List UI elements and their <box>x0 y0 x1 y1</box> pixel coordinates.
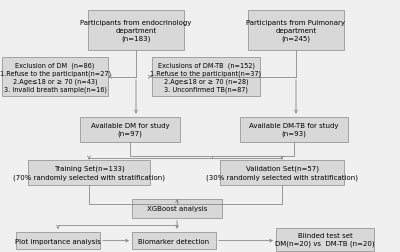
Text: XGBoost analysis: XGBoost analysis <box>147 206 207 211</box>
Text: Biomarker detection: Biomarker detection <box>138 238 210 244</box>
Text: Blinded test set
DM(n=20) vs  DM-TB (n=20): Blinded test set DM(n=20) vs DM-TB (n=20… <box>275 232 375 246</box>
Text: Participants from endocrinology
department
(n=183): Participants from endocrinology departme… <box>80 20 192 42</box>
Text: Exclusion of DM  (n=86)
1.Refuse to the participant(n=27)
2.Age≤18 or ≥ 70 (n=43: Exclusion of DM (n=86) 1.Refuse to the p… <box>0 62 110 93</box>
FancyBboxPatch shape <box>240 117 348 142</box>
FancyBboxPatch shape <box>152 58 260 97</box>
FancyBboxPatch shape <box>2 58 108 97</box>
FancyBboxPatch shape <box>248 11 344 50</box>
FancyBboxPatch shape <box>88 11 184 50</box>
FancyBboxPatch shape <box>80 117 180 142</box>
Text: Plot importance analysis: Plot importance analysis <box>15 238 101 244</box>
Text: Participants from Pulmonary
department
(n=245): Participants from Pulmonary department (… <box>246 20 346 42</box>
Text: Available DM for study
(n=97): Available DM for study (n=97) <box>91 123 169 137</box>
FancyBboxPatch shape <box>220 160 344 185</box>
FancyBboxPatch shape <box>28 160 150 185</box>
FancyBboxPatch shape <box>132 199 222 218</box>
Text: Exclusions of DM-TB  (n=152)
1.Refuse to the participant(n=37)
2.Age≤18 or ≥ 70 : Exclusions of DM-TB (n=152) 1.Refuse to … <box>150 62 262 93</box>
FancyBboxPatch shape <box>276 228 374 251</box>
Text: Training Set(n=133)
(70% randomly selected with stratification): Training Set(n=133) (70% randomly select… <box>13 165 165 180</box>
Text: Validation Set(n=57)
(30% randomly selected with stratification): Validation Set(n=57) (30% randomly selec… <box>206 165 358 180</box>
FancyBboxPatch shape <box>132 232 216 249</box>
FancyBboxPatch shape <box>16 232 100 249</box>
Text: Available DM-TB for study
(n=93): Available DM-TB for study (n=93) <box>249 123 339 137</box>
